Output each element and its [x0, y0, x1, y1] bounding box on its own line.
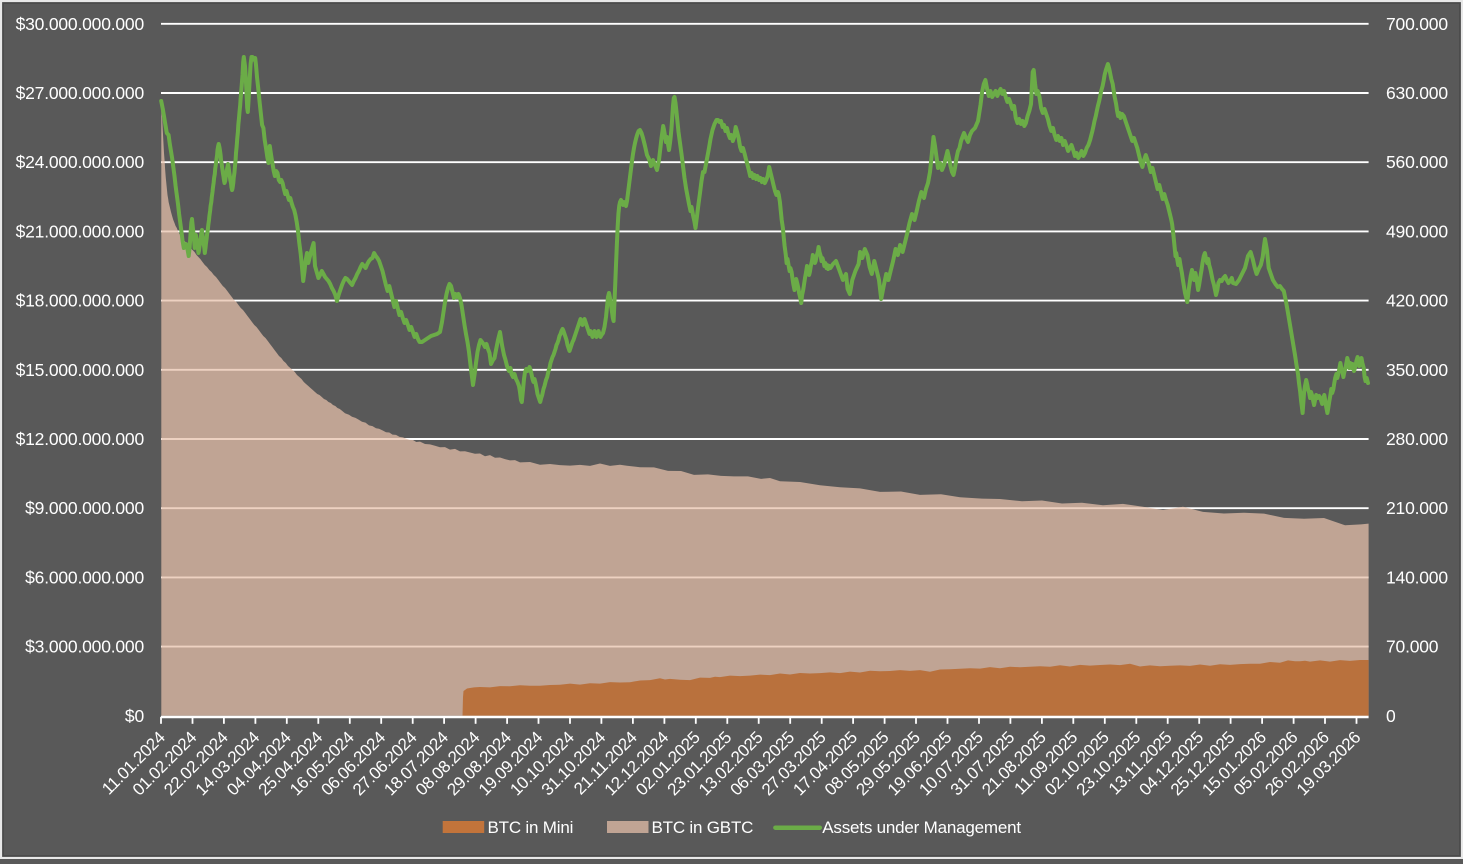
- svg-text:Assets under Management: Assets under Management: [822, 818, 1021, 837]
- svg-text:$15.000.000.000: $15.000.000.000: [16, 360, 145, 380]
- svg-text:$27.000.000.000: $27.000.000.000: [16, 83, 145, 103]
- svg-text:$18.000.000.000: $18.000.000.000: [16, 291, 145, 311]
- svg-text:$21.000.000.000: $21.000.000.000: [16, 221, 145, 241]
- svg-text:490.000: 490.000: [1386, 221, 1448, 241]
- svg-text:$30.000.000.000: $30.000.000.000: [16, 14, 145, 34]
- svg-text:350.000: 350.000: [1386, 360, 1448, 380]
- svg-text:BTC in Mini: BTC in Mini: [488, 818, 574, 837]
- svg-text:280.000: 280.000: [1386, 429, 1448, 449]
- svg-text:$12.000.000.000: $12.000.000.000: [16, 429, 145, 449]
- svg-text:BTC in GBTC: BTC in GBTC: [652, 818, 754, 837]
- svg-text:$24.000.000.000: $24.000.000.000: [16, 152, 145, 172]
- svg-text:$3.000.000.000: $3.000.000.000: [25, 637, 144, 657]
- svg-text:560.000: 560.000: [1386, 152, 1448, 172]
- svg-text:$0: $0: [125, 706, 145, 726]
- svg-text:630.000: 630.000: [1386, 83, 1448, 103]
- svg-text:140.000: 140.000: [1386, 567, 1448, 587]
- svg-text:0: 0: [1386, 706, 1396, 726]
- svg-text:70.000: 70.000: [1386, 637, 1439, 657]
- svg-text:$6.000.000.000: $6.000.000.000: [25, 567, 144, 587]
- svg-text:700.000: 700.000: [1386, 14, 1448, 34]
- svg-text:210.000: 210.000: [1386, 498, 1448, 518]
- svg-text:$9.000.000.000: $9.000.000.000: [25, 498, 144, 518]
- svg-text:420.000: 420.000: [1386, 291, 1448, 311]
